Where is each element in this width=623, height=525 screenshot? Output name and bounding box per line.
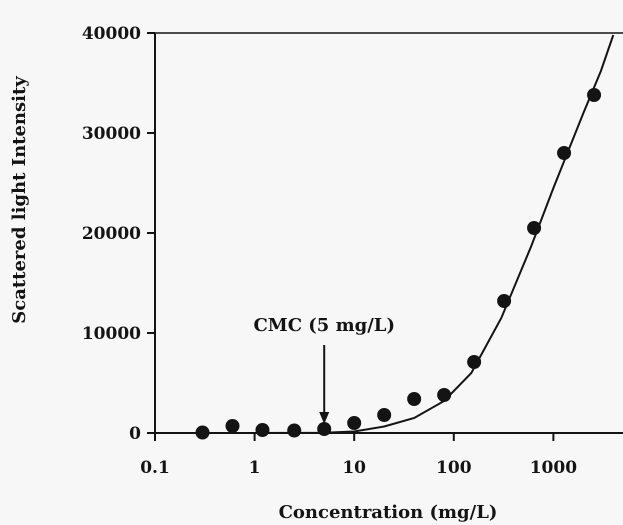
data-point: [317, 422, 332, 436]
data-point: [407, 392, 422, 406]
data-point: [347, 416, 362, 430]
fit-curve: [155, 34, 615, 434]
cmc-arrow-head: [319, 412, 330, 424]
data-point: [377, 408, 392, 422]
y-axis-label: Scattered light Intensity: [9, 76, 30, 324]
cmc-annotation-label: CMC (5 mg/L): [253, 315, 395, 336]
y-tick-label: 20000: [82, 224, 141, 244]
data-point: [587, 88, 602, 102]
x-tick-label: 10: [342, 458, 366, 478]
data-point: [467, 355, 482, 369]
x-tick-label: 0.1: [140, 458, 170, 478]
data-point: [255, 423, 270, 437]
y-tick-label: 10000: [82, 324, 141, 344]
y-tick-label: 0: [129, 424, 141, 444]
x-tick-label: 1: [249, 458, 261, 478]
x-tick-label: 1000: [530, 458, 577, 478]
data-point: [557, 146, 572, 160]
data-point: [287, 423, 302, 438]
y-tick-label: 30000: [82, 124, 141, 144]
x-tick-label: 100: [436, 458, 472, 478]
y-tick-label: 40000: [82, 24, 141, 44]
data-point: [497, 294, 512, 308]
data-point: [225, 419, 240, 433]
data-point: [527, 221, 542, 235]
data-point: [437, 388, 452, 402]
x-axis-label: Concentration (mg/L): [279, 502, 498, 523]
data-point: [195, 425, 210, 440]
